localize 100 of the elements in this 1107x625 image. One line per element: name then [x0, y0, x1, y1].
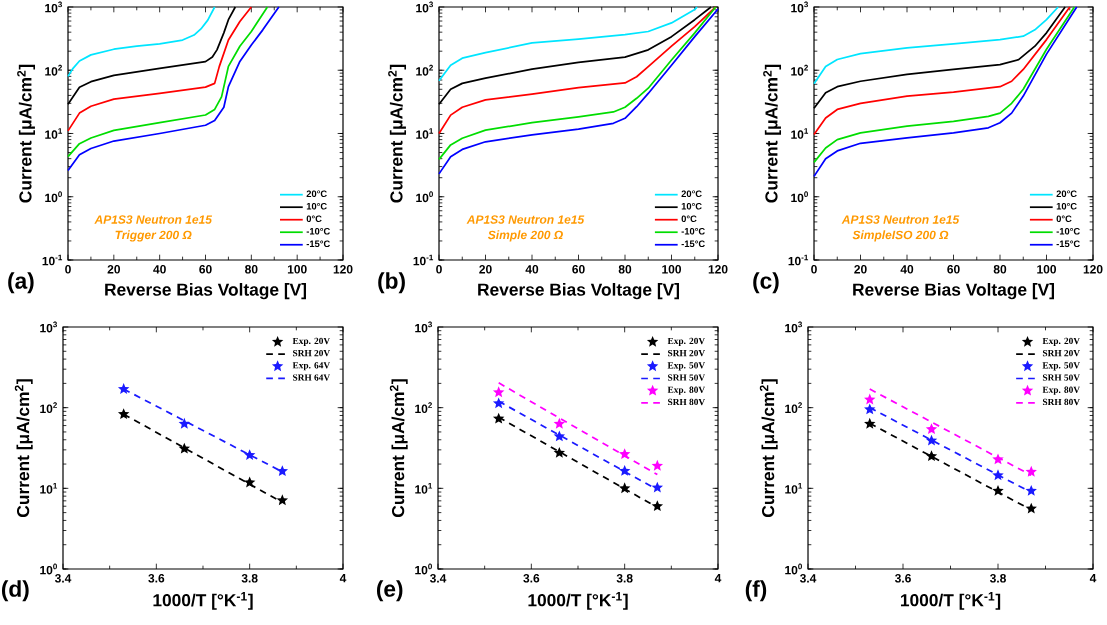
- x-tick-label: 120: [1083, 265, 1103, 274]
- point: [1025, 484, 1037, 496]
- y-tick-label: 10$^{1}$: [785, 482, 803, 494]
- x-tick-label: 40: [525, 265, 539, 274]
- y-tick-label: 10$^{3}$: [45, 1, 62, 13]
- legend-label: 0°C: [681, 215, 697, 223]
- x-tick-label: 0: [65, 265, 71, 274]
- point: [178, 417, 191, 429]
- x-tick-label: 3.6: [523, 574, 540, 583]
- point: [618, 482, 631, 494]
- point: [925, 434, 938, 446]
- line-series: [438, 6, 698, 82]
- legend-label: SRH 80V: [1042, 398, 1080, 406]
- point: [651, 481, 664, 493]
- x-axis-title: 1000/T [°K$^{-1}$]: [528, 592, 628, 610]
- point: [925, 423, 938, 435]
- point: [178, 442, 191, 454]
- legend-label: Exp. 80V: [667, 386, 706, 395]
- point: [553, 417, 566, 429]
- legend-label: Exp. 50V: [1042, 362, 1080, 371]
- text: (d): [1, 580, 29, 602]
- y-tick-label: 10$^{-1}$: [788, 254, 809, 266]
- x-tick-label: 20: [107, 265, 121, 274]
- point: [553, 430, 566, 442]
- legend-label: SRH 80V: [668, 398, 706, 406]
- legend-label: -10°C: [681, 227, 705, 235]
- y-tick-label: 10$^{1}$: [45, 128, 63, 139]
- point: [618, 448, 631, 460]
- point: [1025, 465, 1037, 477]
- text: (c): [753, 272, 779, 294]
- y-tick-label: 10$^{1}$: [416, 128, 434, 139]
- legend-label: 0°C: [1056, 215, 1072, 223]
- y-tick-label: 10$^{0}$: [45, 191, 62, 203]
- legend-label: SRH 20V: [668, 349, 706, 357]
- line-series: [813, 6, 1059, 85]
- point: [243, 449, 256, 460]
- point: [618, 465, 631, 476]
- y-tick-label: 10$^{0}$: [415, 563, 432, 575]
- y-axis-title: Current [μA/cm$^{2}$]: [388, 64, 407, 203]
- point: [276, 494, 289, 506]
- legend-label: 10°C: [306, 202, 327, 210]
- legend-label: 10°C: [681, 202, 702, 210]
- legend-label: SRH 20V: [293, 349, 331, 357]
- legend-label: -15°C: [681, 240, 705, 248]
- legend-label: 20°C: [681, 190, 702, 198]
- y-tick-label: 10$^{2}$: [416, 64, 433, 76]
- legend-label: Exp. 20V: [292, 337, 331, 346]
- x-tick-label: 60: [947, 265, 960, 274]
- x-tick-label: 3.8: [989, 574, 1006, 583]
- x-tick-label: 3.8: [616, 574, 633, 583]
- y-tick-label: 10$^{2}$: [791, 64, 808, 76]
- annotation: Trigger 200 Ω: [115, 230, 192, 242]
- point: [992, 453, 1004, 465]
- point: [1025, 502, 1037, 514]
- x-tick-label: 20: [479, 265, 492, 274]
- x-tick-label: 40: [153, 265, 166, 274]
- text: (f): [745, 580, 767, 602]
- y-tick-label: 10$^{1}$: [40, 482, 58, 494]
- x-tick-label: 80: [993, 265, 1007, 274]
- y-tick-label: 10$^{0}$: [791, 191, 808, 203]
- x-tick-label: 100: [662, 265, 682, 274]
- point: [992, 469, 1004, 481]
- x-tick-label: 60: [572, 265, 585, 274]
- y-tick-label: 10$^{3}$: [40, 321, 57, 333]
- y-tick-label: 10$^{-1}$: [413, 254, 434, 266]
- legend-label: SRH 50V: [668, 374, 706, 381]
- legend-label: 20°C: [306, 190, 327, 198]
- x-tick-label: 0: [436, 265, 442, 274]
- y-tick-label: 10$^{-1}$: [42, 254, 63, 266]
- point: [651, 459, 664, 471]
- y-axis-title: Current [μA/cm$^{2}$]: [389, 379, 408, 517]
- point: [492, 412, 505, 424]
- annotation: SimpleISO 200 Ω: [852, 230, 949, 242]
- annotation: AP1S3 Neutron 1e15: [466, 215, 585, 224]
- x-tick-label: 40: [900, 265, 914, 274]
- y-tick-label: 10$^{0}$: [416, 191, 433, 203]
- point: [864, 417, 876, 429]
- line-series: [67, 6, 253, 132]
- point: [864, 403, 876, 415]
- x-tick-label: 20: [854, 265, 867, 274]
- x-axis-title: Reverse Bias Voltage [V]: [478, 283, 679, 300]
- point: [117, 383, 130, 394]
- legend-label: SRH 20V: [1042, 349, 1080, 357]
- y-tick-label: 10$^{3}$: [785, 321, 803, 333]
- y-tick-label: 10$^{2}$: [785, 402, 802, 414]
- x-tick-label: 4: [714, 574, 722, 583]
- x-tick-label: 3.6: [894, 574, 911, 583]
- y-tick-label: 10$^{1}$: [415, 482, 433, 494]
- legend-label: Exp. 20V: [1042, 337, 1080, 346]
- point: [243, 476, 256, 488]
- x-tick-label: 3.4: [429, 574, 447, 583]
- y-tick-label: 10$^{2}$: [40, 402, 57, 414]
- legend-label: Exp. 80V: [1042, 386, 1080, 395]
- x-tick-label: 80: [618, 265, 632, 274]
- x-axis-title: 1000/T [°K$^{-1}$]: [153, 592, 253, 610]
- x-tick-label: 60: [199, 265, 212, 274]
- x-tick-label: 80: [245, 265, 258, 274]
- x-tick-label: 0: [811, 265, 817, 274]
- annotation: AP1S3 Neutron 1e15: [841, 215, 960, 224]
- legend-label: 20°C: [1056, 190, 1077, 198]
